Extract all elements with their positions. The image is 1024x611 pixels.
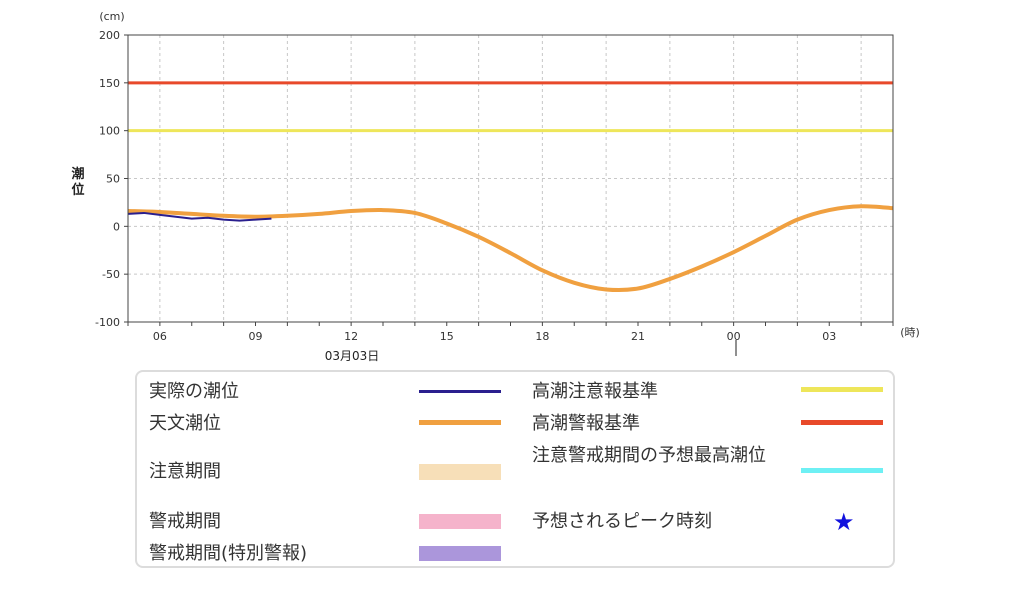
legend-swatch-storm-surge-advisory: [801, 387, 883, 392]
astronomical-tide-line: [127, 204, 894, 293]
y-tick-label: -50: [102, 268, 120, 281]
date-label: 03月03日: [325, 349, 380, 363]
legend-label-storm-surge-advisory: 高潮注意報基準: [532, 381, 658, 402]
y-tick-label: 0: [113, 220, 120, 233]
legend-swatch-caution-period: [419, 464, 501, 480]
legend-swatch-storm-surge-warning: [801, 420, 883, 425]
legend-swatch-actual-tide: [419, 390, 501, 393]
x-tick-label: 09: [249, 330, 263, 343]
legend-label-warning-period: 警戒期間: [149, 511, 221, 532]
legend-swatch-special-warning-period: [419, 546, 501, 561]
axes: 200 150 100 50 0 -50 -100 06 09 12 15 18 21 00 03: [95, 29, 894, 343]
tide-series: [127, 204, 894, 293]
x-tick-label: 00: [727, 330, 741, 343]
y-tick-label: -100: [95, 316, 120, 329]
x-tick-label: 15: [440, 330, 454, 343]
legend-label-special-warning-period: 警戒期間(特別警報): [149, 543, 308, 564]
actual-tide-line: [127, 211, 272, 222]
y-axis-unit: (cm): [99, 10, 124, 23]
legend-label-actual-tide: 実際の潮位: [149, 381, 239, 402]
legend-label-astronomical-tide: 天文潮位: [149, 413, 221, 434]
x-tick-label: 18: [535, 330, 549, 343]
legend-label-storm-surge-warning: 高潮警報基準: [532, 413, 640, 434]
legend-swatch-warning-period: [419, 514, 501, 529]
tide-chart: 200 150 100 50 0 -50 -100 06 09 12 15 18 21 00 03 (cm)…: [71, 10, 920, 363]
x-axis-unit: (時): [900, 326, 920, 339]
x-tick-label: 06: [153, 330, 167, 343]
legend: 実際の潮位 天文潮位 注意期間 警戒期間 警戒期間(特別警報) 高潮注意報基準 …: [135, 370, 895, 568]
legend-swatch-astronomical-tide: [419, 420, 501, 425]
legend-label-peak-time: 予想されるピーク時刻: [532, 511, 712, 532]
legend-label-caution-period: 注意期間: [149, 461, 221, 482]
y-tick-label: 150: [99, 77, 120, 90]
legend-label-predicted-max-tide: 注意警戒期間の予想最高潮位: [532, 445, 766, 466]
legend-swatch-predicted-max-tide: [801, 468, 883, 473]
threshold-lines: [128, 81, 893, 133]
y-axis-label: 潮位: [71, 166, 84, 198]
y-tick-label: 50: [106, 173, 120, 186]
y-tick-label: 200: [99, 29, 120, 42]
x-tick-label: 03: [822, 330, 836, 343]
y-tick-label: 100: [99, 125, 120, 138]
x-tick-label: 12: [344, 330, 358, 343]
grid-lines: [128, 35, 893, 322]
x-tick-label: 21: [631, 330, 645, 343]
legend-star-icon: ★: [833, 508, 855, 536]
